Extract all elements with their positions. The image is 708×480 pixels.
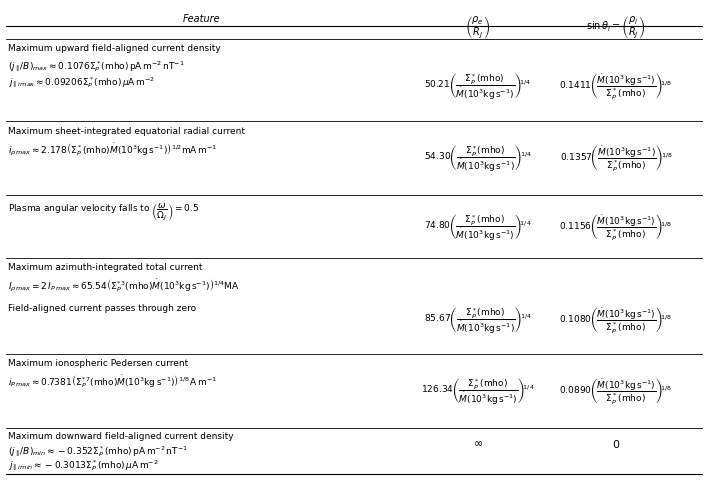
Text: $0.0890\left(\dfrac{\dot{M}(10^3\mathrm{kg\,s^{-1}})}{\Sigma_P^*(\mathrm{mho})}\: $0.0890\left(\dfrac{\dot{M}(10^3\mathrm{… (559, 376, 673, 406)
Text: $74.80\left(\dfrac{\Sigma_P^*(\mathrm{mho})}{\dot{M}(10^3\mathrm{kg\,s^{-1}})}\r: $74.80\left(\dfrac{\Sigma_P^*(\mathrm{mh… (424, 212, 532, 242)
Text: $I_{\rho\,max} = 2\,I_{P\,max} \approx 65.54\left(\Sigma_P^{*\,3}(\mathrm{mho})\: $I_{\rho\,max} = 2\,I_{P\,max} \approx 6… (8, 277, 240, 294)
Text: $0.1411\left(\dfrac{\dot{M}(10^3\mathrm{kg\,s^{-1}})}{\Sigma_P^*(\mathrm{mho})}\: $0.1411\left(\dfrac{\dot{M}(10^3\mathrm{… (559, 71, 673, 101)
Text: $0.1357\left(\dfrac{\dot{M}(10^3\mathrm{kg\,s^{-1}})}{\Sigma_P^*(\mathrm{mho})}\: $0.1357\left(\dfrac{\dot{M}(10^3\mathrm{… (560, 143, 672, 173)
Text: $0.1080\left(\dfrac{\dot{M}(10^3\mathrm{kg\,s^{-1}})}{\Sigma_P^*(\mathrm{mho})}\: $0.1080\left(\dfrac{\dot{M}(10^3\mathrm{… (559, 305, 673, 336)
Text: $i_{\rho\,max} \approx 2.178\left(\Sigma_P^*(\mathrm{mho})\dot{M}(10^3\mathrm{kg: $i_{\rho\,max} \approx 2.178\left(\Sigma… (8, 142, 218, 158)
Text: Maximum ionospheric Pedersen current: Maximum ionospheric Pedersen current (8, 359, 189, 368)
Text: $0.1156\left(\dfrac{\dot{M}(10^3\mathrm{kg\,s^{-1}})}{\Sigma_P^*(\mathrm{mho})}\: $0.1156\left(\dfrac{\dot{M}(10^3\mathrm{… (559, 212, 673, 242)
Text: $j_{\parallel i\,max} \approx 0.09206\Sigma_P^*(\mathrm{mho})\,\mu\mathrm{A\,m^{: $j_{\parallel i\,max} \approx 0.09206\Si… (8, 75, 156, 90)
Text: Maximum sheet-integrated equatorial radial current: Maximum sheet-integrated equatorial radi… (8, 127, 246, 136)
Text: Field-aligned current passes through zero: Field-aligned current passes through zer… (8, 304, 197, 313)
Text: Plasma angular velocity falls to $\left(\dfrac{\omega}{\Omega_J}\right) = 0.5$: Plasma angular velocity falls to $\left(… (8, 202, 200, 223)
Text: $\infty$: $\infty$ (473, 439, 483, 448)
Text: $\left(\dfrac{\rho_e}{R_J}\right)$: $\left(\dfrac{\rho_e}{R_J}\right)$ (465, 14, 491, 41)
Text: $(j_\parallel/B)_{max} \approx 0.1076\Sigma_P^*(\mathrm{mho})\,\mathrm{pA\,m^{-2: $(j_\parallel/B)_{max} \approx 0.1076\Si… (8, 60, 185, 74)
Text: $50.21\left(\dfrac{\Sigma_P^*(\mathrm{mho})}{\dot{M}(10^3\mathrm{kg\,s^{-1}})}\r: $50.21\left(\dfrac{\Sigma_P^*(\mathrm{mh… (424, 71, 532, 101)
Text: $j_{\parallel i\,min} \approx -0.3013\Sigma_P^*(\mathrm{mho})\,\mu\mathrm{A\,m^{: $j_{\parallel i\,min} \approx -0.3013\Si… (8, 458, 159, 473)
Text: $54.30\left(\dfrac{\Sigma_P^*(\mathrm{mho})}{\dot{M}(10^3\mathrm{kg\,s^{-1}})}\r: $54.30\left(\dfrac{\Sigma_P^*(\mathrm{mh… (424, 143, 532, 173)
Text: Maximum upward field-aligned current density: Maximum upward field-aligned current den… (8, 44, 221, 53)
Text: $(j_\parallel/B)_{min} \approx -0.352\Sigma_P^*(\mathrm{mho})\,\mathrm{pA\,m^{-2: $(j_\parallel/B)_{min} \approx -0.352\Si… (8, 445, 188, 459)
Text: $i_{P\,max} \approx 0.7381\left(\Sigma_P^{*\,7}(\mathrm{mho})\dot{M}(10^3\mathrm: $i_{P\,max} \approx 0.7381\left(\Sigma_P… (8, 373, 217, 390)
Text: Feature: Feature (183, 14, 221, 24)
Text: $85.67\left(\dfrac{\Sigma_P^*(\mathrm{mho})}{\dot{M}(10^3\mathrm{kg\,s^{-1}})}\r: $85.67\left(\dfrac{\Sigma_P^*(\mathrm{mh… (424, 305, 532, 336)
Text: $\sin\theta_i = \left(\dfrac{\rho_i}{R_J}\right)$: $\sin\theta_i = \left(\dfrac{\rho_i}{R_J… (586, 14, 646, 41)
Text: Maximum downward field-aligned current density: Maximum downward field-aligned current d… (8, 432, 234, 441)
Text: $0$: $0$ (612, 438, 620, 449)
Text: Maximum azimuth-integrated total current: Maximum azimuth-integrated total current (8, 263, 203, 272)
Text: $126.34\left(\dfrac{\Sigma_P^*(\mathrm{mho})}{\dot{M}(10^3\mathrm{kg\,s^{-1}})}\: $126.34\left(\dfrac{\Sigma_P^*(\mathrm{m… (421, 376, 535, 406)
